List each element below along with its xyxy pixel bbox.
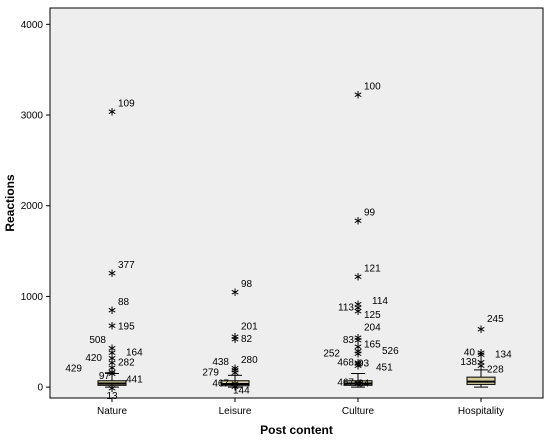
outlier-marker: ∗ [353,344,363,358]
outlier-marker: ∗ [353,213,363,227]
outlier-marker: ∗ [353,347,363,361]
outlier-marker: ∗ [353,300,363,314]
outlier-marker: ∗ [353,297,363,311]
outlier-label: 279 [202,368,219,379]
y-axis: 0 1000 2000 3000 4000 [21,20,50,394]
outlier-group: ∗109∗377∗88∗ 195∗508∗ 164∗420 ∗ 282∗429 ∗97∗ 4… [65,81,512,402]
outlier-marker: ∗ [107,356,117,370]
outlier-label: 114 [372,296,388,307]
x-tick-label: Leisure [219,406,252,417]
outlier-marker: ∗ [353,333,363,347]
outlier-label: 508 [89,335,106,346]
outlier-label: 451 [376,362,393,373]
outlier-label: 13 [106,391,118,402]
outlier-label: 100 [364,81,381,92]
outlier-marker: ∗ [230,363,240,377]
plot-area [49,7,544,399]
x-tick-label: Culture [342,406,375,417]
outlier-marker: ∗ [476,358,486,372]
outlier-label: 441 [126,375,143,386]
outlier-label: 98 [241,279,253,290]
outlier-marker: ∗ [107,319,117,333]
outlier-marker: ∗ [107,346,117,360]
outlier-label: 134 [495,350,512,361]
outlier-label: 252 [323,349,340,360]
box-group [97,369,496,388]
outlier-marker: ∗ [476,322,486,336]
outlier-label: 113 [338,302,354,313]
outlier-marker: ∗ [230,366,240,380]
outlier-marker: ∗ [107,104,117,118]
outlier-marker: ∗ [353,330,363,344]
outlier-label: 467 [337,378,354,389]
y-axis-title: Reactions [3,174,17,232]
outlier-label: 144 [233,385,250,396]
outlier-label: 121 [364,264,381,275]
outlier-marker: ∗ [353,377,363,391]
outlier-marker: ∗ [353,376,363,390]
outlier-marker: ∗ [353,304,363,318]
outlier-marker: ∗ [107,303,117,317]
outlier-marker: ∗ [476,346,486,360]
outlier-label: 467 [212,379,229,390]
outlier-label: 109 [118,98,135,109]
outlier-label: 125 [364,310,381,321]
outlier-label: 438 [212,357,229,368]
outlier-marker: ∗ [230,361,240,375]
outlier-label: 420 [85,353,102,364]
outlier-label: 165 [364,339,381,350]
outlier-label: 40 [464,348,476,359]
x-axis-title: Post content [260,423,333,437]
outlier-marker: ∗ [107,367,117,381]
outlier-marker: ∗ [476,355,486,369]
outlier-marker: ∗ [353,270,363,284]
outlier-marker: ∗ [353,87,363,101]
outlier-label: 138 [460,357,477,368]
outlier-label: 88 [118,297,130,308]
outlier-label: 282 [118,358,135,369]
outlier-label: 245 [487,314,504,325]
outlier-label: 34 [358,379,370,390]
y-tick-label: 4000 [21,20,44,31]
outlier-label: 164 [126,348,143,359]
x-axis: Nature Leisure Culture Hospitality [97,398,504,417]
y-tick-label: 0 [37,383,43,394]
outlier-marker: ∗ [107,365,117,379]
outlier-label: 526 [382,346,399,357]
outlier-marker: ∗ [107,360,117,374]
outlier-label: 228 [487,364,504,375]
outlier-label: 93 [358,359,370,370]
outlier-marker: ∗ [230,377,240,391]
outlier-label: 468 [337,358,354,369]
outlier-marker: ∗ [353,356,363,370]
outlier-label: 204 [364,322,381,333]
outlier-marker: ∗ [353,339,363,353]
outlier-label: 99 [364,207,376,218]
outlier-marker: ∗ [230,285,240,299]
outlier-label: 201 [241,321,258,332]
outlier-marker: ∗ [107,381,117,395]
outlier-marker: ∗ [230,379,240,393]
outlier-marker: ∗ [107,266,117,280]
outlier-marker: ∗ [107,341,117,355]
outlier-label: 195 [118,322,135,333]
y-tick-label: 1000 [21,292,44,303]
outlier-label: 97 [99,371,111,382]
x-tick-label: Hospitality [458,406,504,417]
x-tick-label: Nature [97,406,127,417]
outlier-marker: ∗ [353,358,363,372]
y-tick-label: 2000 [21,201,44,212]
outlier-label: 82 [241,334,253,345]
outlier-label: 377 [118,260,135,271]
outlier-label: 83 [343,335,355,346]
outlier-label: 429 [65,363,82,374]
outlier-marker: ∗ [230,332,240,346]
outlier-marker: ∗ [353,357,363,371]
outlier-marker: ∗ [476,348,486,362]
outlier-label: 280 [241,355,258,366]
y-tick-label: 3000 [21,111,44,122]
outlier-marker: ∗ [230,329,240,343]
outlier-marker: ∗ [107,351,117,365]
